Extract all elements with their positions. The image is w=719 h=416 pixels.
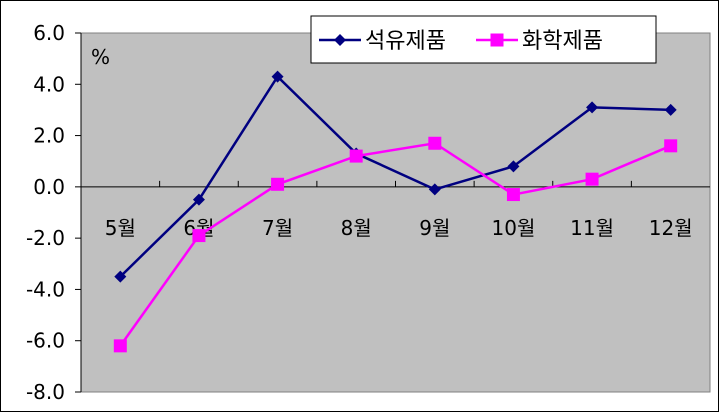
y-tick-label: -2.0 [26, 226, 65, 250]
data-point [192, 229, 206, 243]
x-tick-label: 7월 [262, 216, 293, 240]
data-point [507, 160, 520, 173]
y-tick-label: 6.0 [33, 21, 65, 45]
data-point [428, 183, 441, 196]
data-point [664, 139, 678, 153]
legend-label: 화학제품 [522, 29, 603, 54]
data-point [585, 172, 599, 186]
x-tick-label: 8월 [341, 216, 372, 240]
data-point [113, 339, 127, 353]
legend-marker [334, 34, 346, 46]
y-tick-label: -6.0 [26, 329, 65, 353]
y-tick-label: -8.0 [26, 380, 65, 404]
data-point [349, 149, 363, 163]
series-line [119, 74, 671, 278]
data-point [428, 136, 442, 150]
data-point [192, 193, 205, 206]
data-point [586, 101, 599, 114]
y-tick-label: 2.0 [33, 124, 65, 148]
y-tick-label: 0.0 [33, 175, 65, 199]
x-tick-label: 12월 [649, 216, 693, 240]
y-tick-label: -4.0 [26, 277, 65, 301]
x-tick-label: 11월 [570, 216, 614, 240]
data-point [506, 188, 520, 202]
x-tick-label: 10월 [492, 216, 536, 240]
legend-label: 석유제품 [365, 29, 446, 54]
series-line [119, 141, 672, 347]
legend: 석유제품 화학제품 [310, 15, 657, 64]
data-point [114, 270, 127, 283]
y-tick-label: 4.0 [33, 72, 65, 96]
x-tick-label: 5월 [105, 216, 136, 240]
data-point [271, 70, 284, 83]
legend-marker [490, 33, 504, 47]
x-tick-label: 9월 [419, 216, 450, 240]
unit-label: % [91, 45, 110, 69]
data-point [664, 103, 677, 116]
data-point [271, 177, 285, 191]
plot-area [80, 32, 711, 393]
